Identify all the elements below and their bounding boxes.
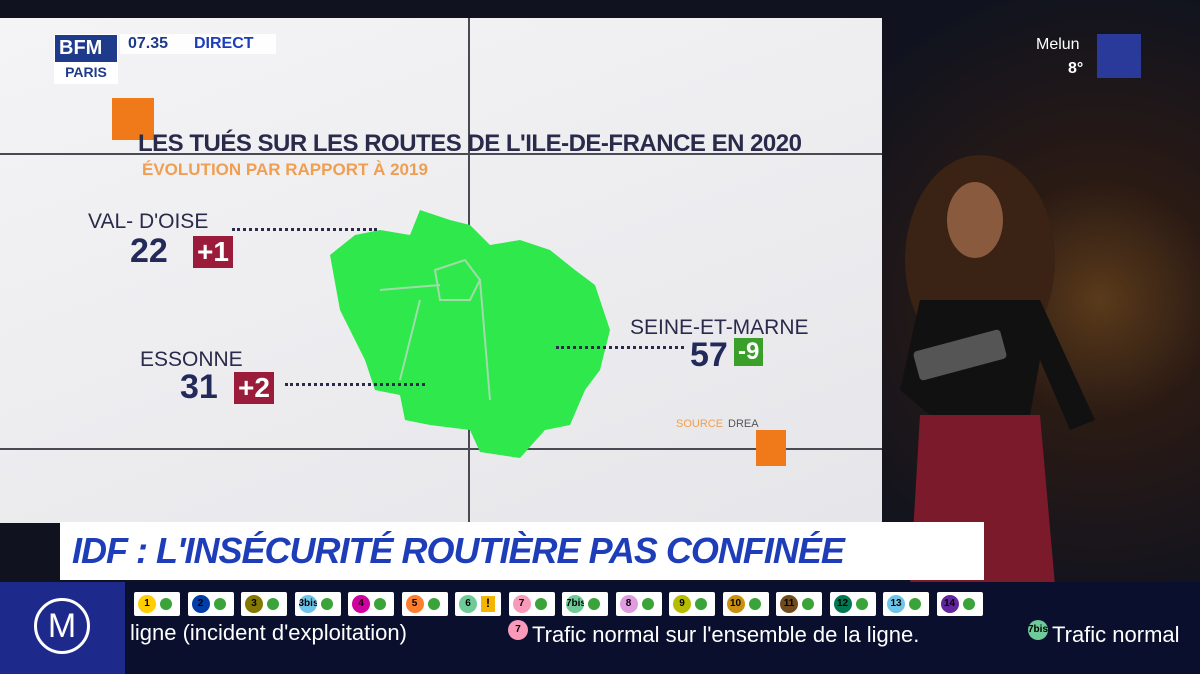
leader [232, 228, 377, 231]
metro-line-number: 13 [887, 595, 905, 613]
metro-line-number: 4 [352, 595, 370, 613]
live: DIRECT [194, 35, 254, 52]
metro-line-number: 6 [459, 595, 477, 613]
region-count: 31 [180, 368, 218, 406]
metro-line-number: 7bis [566, 595, 584, 613]
metro-line-status: 3 [241, 592, 287, 616]
ok-icon [267, 598, 279, 610]
metro-line-status: 13 [883, 592, 929, 616]
metro-logo-box: M [0, 582, 125, 674]
region-count: 22 [130, 232, 168, 270]
ok-icon [802, 598, 814, 610]
ok-icon [427, 598, 440, 610]
ok-icon [320, 598, 333, 610]
metro-line-number: 11 [780, 595, 798, 613]
leader [556, 346, 684, 349]
metro-line-status: 14 [936, 592, 983, 616]
message-text: Trafic normal sur l'ensemble de la ligne… [532, 622, 920, 647]
accent [112, 98, 154, 140]
ok-icon [641, 598, 654, 610]
region-name: ESSONNE [140, 348, 243, 371]
ok-icon [855, 598, 868, 610]
ok-icon [534, 598, 547, 610]
ok-icon [695, 598, 707, 610]
ok-icon [748, 598, 761, 610]
logo-text: PARIS [55, 62, 117, 83]
headline: IDF : L'INSÉCURITÉ ROUTIÈRE PAS CONFINÉE [72, 530, 845, 571]
screen-subtitle: ÉVOLUTION PAR RAPPORT À 2019 [142, 160, 428, 179]
metro-line-status: 5 [401, 592, 448, 616]
ticker-message: 7bis Trafic normal [1028, 620, 1180, 648]
ok-icon [588, 598, 600, 610]
grid [0, 153, 882, 155]
ok-icon [374, 598, 386, 610]
idf-map [330, 210, 610, 458]
metro-line-status: 7bis [562, 592, 608, 616]
metro-line-number: 12 [833, 595, 852, 613]
weather-temp: 8° [1068, 60, 1084, 77]
region-name: VAL- D'OISE [88, 210, 209, 233]
metro-line-number: 1 [138, 595, 156, 613]
metro-line-number: 3bis [298, 595, 317, 613]
logo-text: BFM [59, 37, 103, 59]
metro-line-number: 2 [191, 595, 210, 613]
metro-line-status: 8 [615, 592, 662, 616]
region-change: -9 [734, 338, 764, 366]
ok-icon [160, 598, 172, 610]
metro-line-status: 9 [669, 592, 715, 616]
presenter [900, 155, 1095, 585]
channel-logo: BFM PARIS [54, 34, 118, 84]
metro-line-status: 2 [187, 592, 234, 616]
metro-line-number: 7bis [1028, 620, 1048, 640]
metro-line-number: 10 [726, 595, 745, 613]
headline-bar: IDF : L'INSÉCURITÉ ROUTIÈRE PAS CONFINÉE [60, 522, 984, 580]
metro-line-number: 7 [508, 620, 528, 640]
metro-line-status: 1 [134, 592, 180, 616]
screen-title: LES TUÉS SUR LES ROUTES DE L'ILE-DE-FRAN… [138, 130, 802, 157]
alert-icon: ! [481, 596, 495, 612]
metro-line-number: 5 [405, 595, 424, 613]
metro-line-status: 10 [722, 592, 769, 616]
metro-line-number: 8 [619, 595, 638, 613]
metro-line-number: 14 [940, 595, 959, 613]
metro-line-status: 3bis [294, 592, 341, 616]
metro-line-status: 11 [776, 592, 822, 616]
region-change: +2 [234, 372, 274, 404]
ticker-message: 7 Trafic normal sur l'ensemble de la lign… [508, 620, 919, 648]
metro-line-number: 9 [673, 595, 691, 613]
accent [756, 430, 786, 466]
message-text: ligne (incident d'exploitation) [130, 620, 407, 645]
region-count: 57 [690, 336, 728, 374]
time: 07.35 [128, 35, 169, 52]
ok-icon [909, 598, 921, 610]
ok-icon [213, 598, 226, 610]
ticker-message: ligne (incident d'exploitation) [130, 620, 407, 646]
metro-line-status: 4 [348, 592, 394, 616]
status-bar: 07.35 DIRECT [120, 34, 276, 54]
metro-line-status: 7 [508, 592, 555, 616]
source: DREA [728, 418, 759, 430]
message-text: Trafic normal [1052, 622, 1180, 647]
metro-logo: M [34, 598, 90, 654]
grid [0, 448, 882, 450]
metro-line-number: 3 [245, 595, 263, 613]
metro-line-status: 12 [829, 592, 876, 616]
leader [285, 383, 425, 386]
source-label: SOURCE [676, 418, 724, 430]
weather-city: Melun [1036, 36, 1080, 53]
region-name: SEINE-ET-MARNE [630, 316, 809, 339]
metro-line-status: 6! [455, 592, 501, 616]
region-change: +1 [193, 236, 233, 268]
metro-line-number: 7 [512, 595, 531, 613]
weather-icon [1097, 34, 1141, 78]
ok-icon [962, 598, 975, 610]
